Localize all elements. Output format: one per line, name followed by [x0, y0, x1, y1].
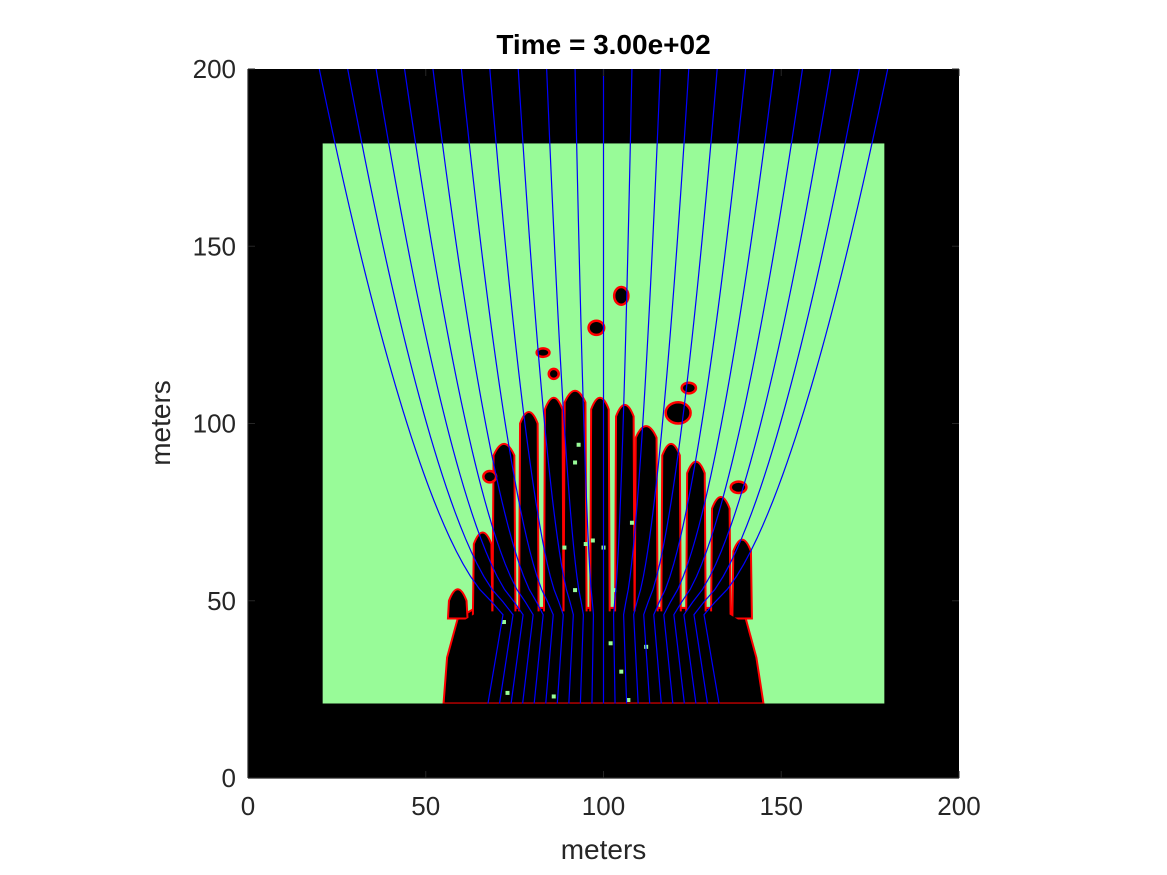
speck-4: [562, 545, 567, 550]
speck-16: [619, 669, 624, 674]
streamline-6: [460, 69, 554, 704]
streamline-10: [574, 69, 595, 704]
streamlines: [318, 69, 889, 704]
y-tick-label-0: 0: [222, 763, 236, 793]
streamline-18: [673, 69, 804, 704]
streamline-2: [347, 69, 514, 704]
speck-7: [576, 442, 581, 447]
streamline-20: [693, 69, 860, 704]
speck-13: [505, 690, 510, 695]
speck-11: [608, 641, 613, 646]
streamline-7: [489, 69, 564, 704]
streamline-4: [403, 69, 534, 704]
plot-area: [248, 69, 959, 778]
plume-finger-12: [710, 496, 732, 620]
speck-10: [612, 588, 617, 593]
axes: 0 50 100 150 200 0 50 100 150 200: [193, 54, 981, 821]
speck-9: [573, 588, 578, 593]
blob-2: [612, 285, 630, 306]
blob-4: [680, 381, 698, 395]
x-tick-label-100: 100: [582, 791, 625, 821]
y-tick-label-150: 150: [193, 231, 236, 261]
streamline-21: [703, 69, 889, 704]
plume-finger-8: [614, 403, 636, 620]
speck-8: [501, 620, 506, 625]
domain-bottom-edge: [322, 703, 885, 708]
plume-finger-1: [446, 588, 469, 620]
streamline-14: [633, 69, 690, 704]
blob-1: [587, 319, 606, 337]
blob-8: [482, 469, 498, 484]
plume-core: [450, 611, 759, 701]
plume-finger-7: [589, 396, 611, 620]
x-axis-label: meters: [561, 834, 647, 865]
streamline-19: [683, 69, 832, 704]
plume-finger-3: [491, 442, 517, 620]
streamline-16: [653, 69, 747, 704]
streamline-9: [546, 69, 584, 704]
plume-finger-2: [471, 531, 494, 620]
speck-5: [629, 520, 634, 525]
y-tick-label-200: 200: [193, 54, 236, 84]
streamline-8: [517, 69, 574, 704]
speck-6: [573, 460, 578, 465]
streamline-15: [643, 69, 718, 704]
blob-3: [664, 400, 692, 425]
streamline-3: [375, 69, 524, 704]
streamline-12: [612, 69, 633, 704]
blob-5: [535, 347, 551, 359]
speck-2: [590, 538, 595, 543]
speck-14: [551, 694, 556, 699]
streamline-5: [432, 69, 544, 704]
streamline-1: [318, 69, 504, 704]
x-tick-label-50: 50: [411, 791, 440, 821]
plume-finger-9: [633, 425, 659, 620]
x-tick-label-150: 150: [760, 791, 803, 821]
chart-title: Time = 3.00e+02: [496, 29, 710, 60]
speck-15: [626, 698, 631, 703]
plume-finger-11: [685, 460, 707, 620]
y-axis-label: meters: [145, 380, 176, 466]
speck-1: [583, 542, 588, 547]
plume-finger-6: [562, 389, 588, 620]
y-tick-label-100: 100: [193, 409, 236, 439]
blob-6: [547, 367, 560, 381]
streamline-17: [663, 69, 775, 704]
streamline-13: [623, 69, 661, 704]
plume-finger-10: [660, 442, 682, 620]
x-tick-label-0: 0: [241, 791, 255, 821]
y-tick-label-50: 50: [207, 586, 236, 616]
x-tick-label-200: 200: [937, 791, 980, 821]
